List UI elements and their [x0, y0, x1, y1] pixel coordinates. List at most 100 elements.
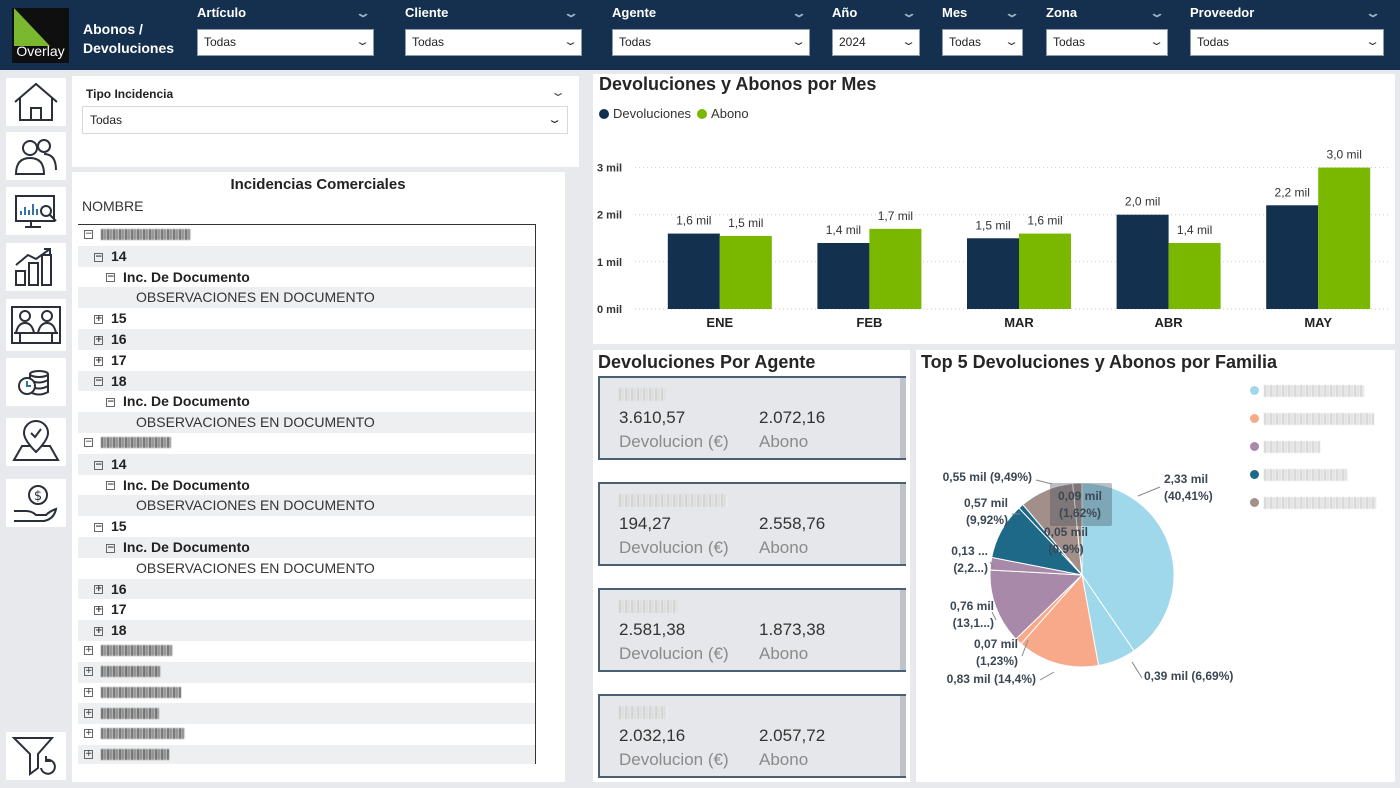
nav-finance[interactable]: $	[6, 479, 66, 527]
column-header-nombre[interactable]: NOMBRE	[82, 198, 143, 214]
redacted-name	[101, 437, 171, 448]
filter-mes-dropdown[interactable]: Todas ⌄	[942, 29, 1023, 56]
expand-icon[interactable]: +	[84, 709, 93, 718]
devolucion-caption: Devolucion (€)	[619, 750, 729, 770]
expand-icon[interactable]: +	[84, 646, 93, 655]
collapse-icon[interactable]: −	[106, 398, 115, 407]
collapse-icon[interactable]: −	[94, 253, 103, 262]
agent-card[interactable]: 2.581,38 1.873,38 Devolucion (€) Abono	[598, 588, 906, 672]
tree-agent-row[interactable]: −	[78, 433, 535, 454]
chevron-down-icon[interactable]: ⌄	[550, 85, 566, 99]
chevron-down-icon: ⌄	[791, 30, 807, 55]
collapse-icon[interactable]: −	[84, 438, 93, 447]
collapse-icon[interactable]: −	[94, 523, 103, 532]
tree-group-row[interactable]: − Inc. De Documento	[78, 391, 535, 412]
logo-triangle-icon	[14, 8, 50, 46]
incidencias-tree: − −14− Inc. De Documento OBSERVACIONES EN D…	[78, 224, 536, 764]
collapse-icon[interactable]: −	[94, 461, 103, 470]
tree-group-row[interactable]: +16	[78, 579, 535, 600]
expand-icon[interactable]: +	[94, 606, 103, 615]
collapse-icon[interactable]: −	[94, 377, 103, 386]
collapse-icon[interactable]: −	[106, 481, 115, 490]
nav-analysis[interactable]	[6, 187, 66, 235]
filter-zona-dropdown[interactable]: Todas ⌄	[1046, 29, 1168, 56]
collapse-icon[interactable]: −	[84, 230, 93, 239]
x-tick-label: ENE	[706, 315, 733, 330]
tree-group-row[interactable]: +17	[78, 599, 535, 620]
tree-group-row[interactable]: +17	[78, 350, 535, 371]
tipo-incidencia-dropdown[interactable]: Todas ⌄	[82, 106, 568, 134]
agentes-panel: Devoluciones Por Agente 3.610,57 2.072,16…	[593, 350, 910, 782]
chevron-down-icon[interactable]: ⌄	[791, 3, 807, 23]
x-tick-label: MAY	[1304, 315, 1332, 330]
agentes-title: Devoluciones Por Agente	[598, 352, 815, 373]
tree-group-row[interactable]: +16	[78, 329, 535, 350]
clear-filters-button[interactable]	[6, 732, 66, 780]
chevron-down-icon[interactable]: ⌄	[1365, 3, 1381, 23]
expand-icon[interactable]: +	[94, 585, 103, 594]
abono-caption: Abono	[759, 538, 808, 558]
pie-data-label: 2,33 mil	[1164, 472, 1208, 486]
bar-value-label: 2,2 mil	[1275, 185, 1310, 199]
expand-icon[interactable]: +	[94, 315, 103, 324]
devolucion-caption: Devolucion (€)	[619, 644, 729, 664]
map-location-icon	[10, 420, 62, 464]
chevron-down-icon[interactable]: ⌄	[563, 3, 579, 23]
filter-reset-icon	[10, 734, 62, 778]
expand-icon[interactable]: +	[94, 336, 103, 345]
expand-icon[interactable]: +	[84, 729, 93, 738]
tree-agent-row[interactable]: +	[78, 745, 535, 764]
bar-value-label: 1,7 mil	[878, 209, 913, 223]
tree-group-row[interactable]: +18	[78, 620, 535, 641]
collapse-icon[interactable]: −	[106, 273, 115, 282]
nav-clients[interactable]	[6, 132, 66, 180]
tree-group-row[interactable]: −14	[78, 454, 535, 475]
expand-icon[interactable]: +	[84, 750, 93, 759]
tree-agent-row[interactable]: +	[78, 683, 535, 704]
tree-group-row[interactable]: − Inc. De Documento	[78, 537, 535, 558]
legend-dot-icon	[1250, 470, 1259, 479]
nav-growth[interactable]	[6, 243, 66, 291]
tree-agent-row[interactable]: +	[78, 662, 535, 683]
nav-home[interactable]	[6, 78, 66, 126]
filter-proveedor-dropdown[interactable]: Todas ⌄	[1190, 29, 1384, 56]
expand-icon[interactable]: +	[94, 357, 103, 366]
filter-agente-dropdown[interactable]: Todas ⌄	[612, 29, 810, 56]
collapse-icon[interactable]: −	[106, 544, 115, 553]
tree-row-label: 18	[111, 622, 127, 638]
expand-icon[interactable]: +	[84, 688, 93, 697]
filter-ano-dropdown[interactable]: 2024 ⌄	[832, 29, 920, 56]
chevron-down-icon[interactable]: ⌄	[901, 3, 917, 23]
tree-agent-row[interactable]: +	[78, 703, 535, 724]
redacted-legend-label	[1264, 441, 1320, 453]
tree-agent-row[interactable]: +	[78, 641, 535, 662]
tree-agent-row[interactable]: −	[78, 225, 535, 246]
chevron-down-icon[interactable]: ⌄	[1004, 3, 1020, 23]
bar-value-label: 1,6 mil	[1027, 214, 1062, 228]
expand-icon[interactable]: +	[84, 667, 93, 676]
tree-group-row[interactable]: −14	[78, 246, 535, 267]
tree-group-row[interactable]: +15	[78, 308, 535, 329]
tree-group-row[interactable]: −15	[78, 516, 535, 537]
tree-group-row[interactable]: − Inc. De Documento	[78, 475, 535, 496]
tree-group-row[interactable]: − Inc. De Documento	[78, 267, 535, 288]
chevron-down-icon[interactable]: ⌄	[355, 3, 371, 23]
expand-icon[interactable]: +	[94, 627, 103, 636]
chevron-down-icon[interactable]: ⌄	[1149, 3, 1165, 23]
bar-devoluciones	[1266, 205, 1318, 309]
pie-data-label: 0,55 mil (9,49%)	[943, 470, 1032, 484]
filter-cliente-dropdown[interactable]: Todas ⌄	[405, 29, 582, 56]
tree-group-row[interactable]: −18	[78, 371, 535, 392]
nav-payments[interactable]	[6, 358, 66, 406]
redacted-name	[101, 687, 181, 698]
nav-meetings[interactable]	[6, 299, 66, 351]
agent-card[interactable]: 2.032,16 2.057,72 Devolucion (€) Abono	[598, 694, 906, 778]
bar-devoluciones	[817, 243, 869, 309]
tree-row-label: Inc. De Documento	[123, 477, 250, 493]
nav-zones[interactable]	[6, 418, 66, 466]
agent-card[interactable]: 3.610,57 2.072,16 Devolucion (€) Abono	[598, 376, 906, 460]
agent-card[interactable]: 194,27 2.558,76 Devolucion (€) Abono	[598, 482, 906, 566]
filter-articulo-dropdown[interactable]: Todas ⌄	[197, 29, 374, 56]
devolucion-value: 194,27	[619, 514, 671, 534]
tree-agent-row[interactable]: +	[78, 724, 535, 745]
